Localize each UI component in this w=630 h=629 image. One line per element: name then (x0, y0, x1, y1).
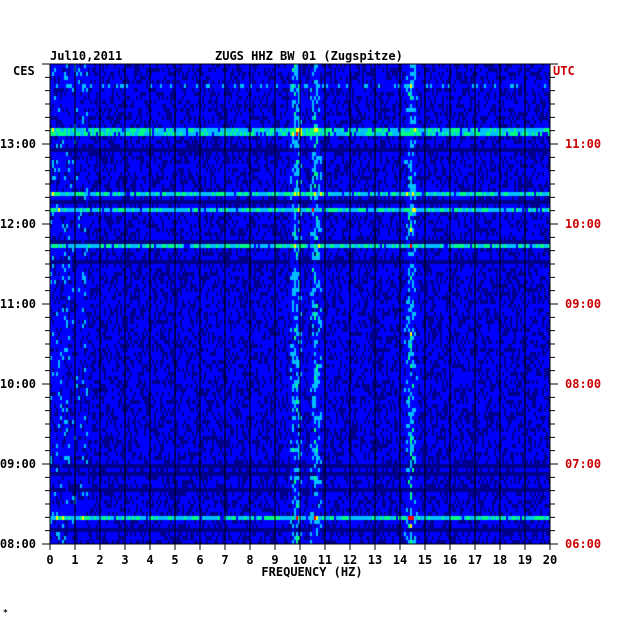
x-tick-label: 10 (293, 553, 307, 567)
x-tick-label: 12 (343, 553, 357, 567)
left-time-tick-label: 12:00 (0, 217, 36, 231)
x-tick-label: 13 (368, 553, 382, 567)
chart-title: ZUGS HHZ BW 01 (Zugspitze) (215, 49, 403, 63)
left-time-axis: 08:00 09:00 10:00 11:00 12:00 13:00 (0, 63, 50, 551)
x-tick-label: 14 (393, 553, 407, 567)
right-time-tick-label: 10:00 (565, 217, 601, 231)
x-tick-label: 8 (246, 553, 253, 567)
x-tick-label: 11 (318, 553, 332, 567)
x-tick-label: 20 (543, 553, 557, 567)
x-tick-label: 19 (518, 553, 532, 567)
x-tick-label: 6 (196, 553, 203, 567)
x-tick-label: 18 (493, 553, 507, 567)
left-time-tick-label: 09:00 (0, 457, 36, 471)
right-time-axis: 06:00 07:00 08:00 09:00 10:00 11:00 (550, 63, 601, 551)
x-tick-label: 1 (71, 553, 78, 567)
left-time-tick-label: 11:00 (0, 297, 36, 311)
x-tick-label: 9 (271, 553, 278, 567)
left-time-tick-label: 13:00 (0, 137, 36, 151)
grid-lines (49, 64, 551, 544)
x-tick-label: 16 (443, 553, 457, 567)
right-time-tick-label: 08:00 (565, 377, 601, 391)
x-tick-label: 0 (46, 553, 53, 567)
footer-mark: * (3, 608, 8, 617)
x-tick-label: 7 (221, 553, 228, 567)
x-tick-label: 4 (146, 553, 153, 567)
right-time-tick-label: 07:00 (565, 457, 601, 471)
right-timezone-label: UTC (553, 64, 575, 78)
right-time-tick-label: 11:00 (565, 137, 601, 151)
frequency-axis: 0 1 2 3 4 5 6 7 8 9 10 11 12 13 14 15 16 17 18 19 20 (46, 544, 557, 567)
x-tick-label: 17 (468, 553, 482, 567)
x-tick-label: 15 (418, 553, 432, 567)
left-time-tick-label: 10:00 (0, 377, 36, 391)
right-time-tick-label: 09:00 (565, 297, 601, 311)
left-time-tick-label: 08:00 (0, 537, 36, 551)
x-tick-label: 5 (171, 553, 178, 567)
x-tick-label: 2 (96, 553, 103, 567)
left-timezone-label: CES (13, 64, 35, 78)
right-time-tick-label: 06:00 (565, 537, 601, 551)
x-axis-title: FREQUENCY (HZ) (261, 565, 362, 579)
date-label: Jul10,2011 (50, 49, 122, 63)
x-tick-label: 3 (121, 553, 128, 567)
